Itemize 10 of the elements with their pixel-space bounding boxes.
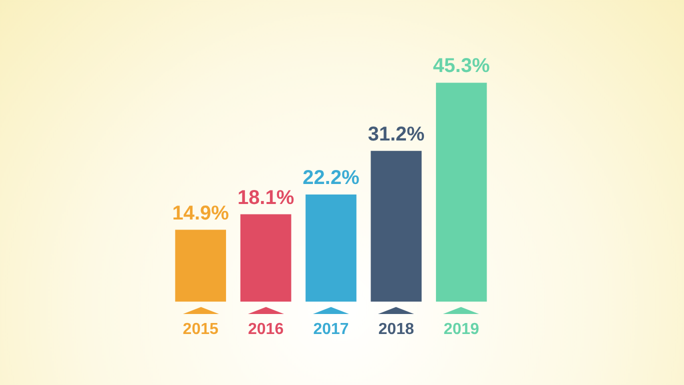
data-label: 31.2% (368, 123, 425, 146)
data-label: 45.3% (433, 55, 490, 78)
x-tick-label: 2015 (182, 320, 218, 338)
x-tick-label: 2018 (378, 320, 414, 338)
x-tick-label: 2016 (248, 320, 284, 338)
x-tick-label: 2017 (313, 320, 349, 338)
x-tick-label: 2019 (444, 320, 480, 338)
data-label: 14.9% (172, 202, 230, 224)
data-label: 18.1% (237, 186, 294, 209)
data-label: 22.2% (302, 166, 360, 189)
